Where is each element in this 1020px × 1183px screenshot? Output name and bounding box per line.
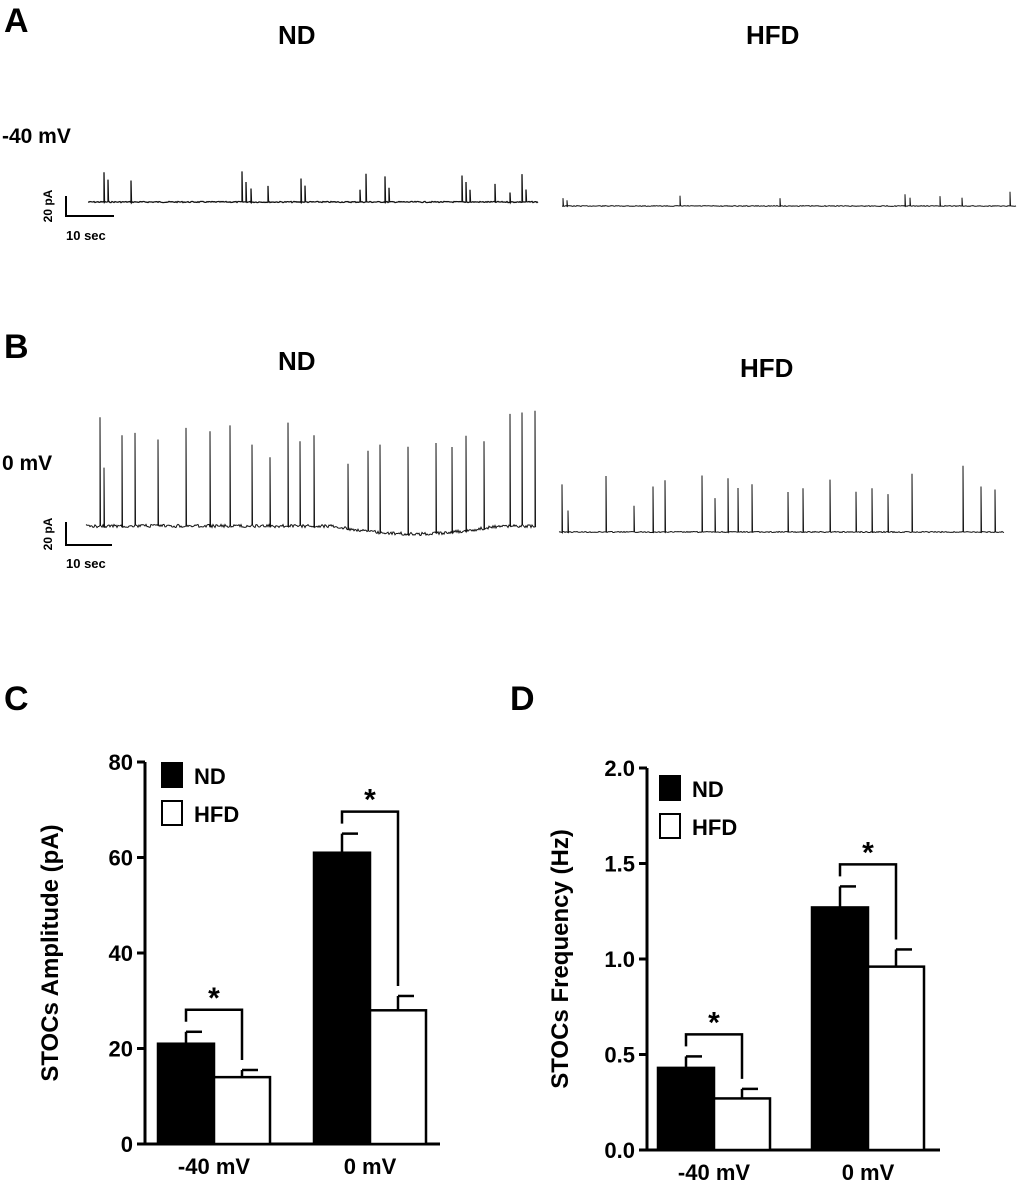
frequency-chart-significance-star: * — [862, 836, 874, 869]
amplitude-chart-bar-hfd-0 — [212, 1075, 272, 1146]
frequency-chart-y-tick-label: 1.5 — [604, 852, 635, 877]
panel-a-voltage-label: -40 mV — [2, 125, 71, 148]
amplitude-chart-y-tick-label: 0 — [121, 1132, 133, 1157]
amplitude-chart-y-tick-label: 20 — [109, 1037, 133, 1062]
amplitude-chart-legend-swatch-nd — [161, 762, 183, 788]
panel-b-nd-trace — [85, 410, 537, 537]
panel-b-hfd-title: HFD — [740, 353, 794, 383]
amplitude-chart-legend-label-nd: ND — [194, 764, 226, 789]
panel-a-hfd-trace — [561, 191, 1017, 208]
amplitude-chart-bar-nd-0 — [156, 1042, 216, 1146]
panel-b-nd-title: ND — [278, 346, 316, 376]
frequency-chart-significance-bracket — [684, 1033, 744, 1079]
amplitude-chart-significance-star: * — [208, 982, 220, 1015]
frequency-chart-y-tick-label: 2.0 — [604, 756, 635, 781]
amplitude-chart-y-tick-label: 40 — [109, 941, 133, 966]
amplitude-chart-bar-hfd-1 — [368, 1009, 428, 1146]
panel-b-hfd-trace — [558, 465, 1005, 535]
amplitude-chart-y-tick-label: 60 — [109, 846, 133, 871]
panel-a-scalebar-current: 20 pA — [41, 189, 55, 222]
frequency-chart-bar-nd-1 — [810, 906, 870, 1152]
amplitude-chart-significance-star: * — [364, 784, 376, 817]
panel-b-scalebar: 20 pA 10 sec — [41, 517, 112, 571]
panel-b-scalebar-time: 10 sec — [66, 556, 106, 571]
frequency-chart-x-tick-label: -40 mV — [678, 1160, 750, 1183]
amplitude-chart-bar-nd-1 — [312, 851, 372, 1146]
frequency-chart-y-axis-label: STOCs Frequency (Hz) — [547, 829, 574, 1089]
amplitude-bar-chart: STOCs Amplitude (pA) 0 20 40 60 80 * -40 mV * 0 m… — [37, 750, 440, 1179]
panel-a-nd-trace — [87, 171, 539, 205]
frequency-chart-significance-star: * — [708, 1006, 720, 1039]
panel-b-traces: 20 pA 10 sec — [41, 410, 1005, 571]
panel-a-scalebar: 20 pA 10 sec — [41, 189, 114, 243]
frequency-chart-significance-bracket — [838, 863, 898, 940]
amplitude-chart-y-tick-label: 80 — [109, 750, 133, 775]
frequency-chart-y-tick-label: 0.5 — [604, 1043, 635, 1068]
panel-b-scalebar-current: 20 pA — [41, 517, 55, 550]
amplitude-chart-significance-bracket — [184, 1008, 244, 1060]
amplitude-chart-significance-bracket — [340, 810, 400, 986]
panel-a-nd-title: ND — [278, 20, 316, 50]
frequency-chart-bar-nd-0 — [656, 1066, 716, 1152]
frequency-chart-y-tick-label: 1.0 — [604, 947, 635, 972]
panel-b-voltage-label: 0 mV — [2, 452, 53, 475]
amplitude-chart-legend-label-hfd: HFD — [194, 802, 239, 827]
frequency-chart-y-tick-label: 0.0 — [604, 1138, 635, 1163]
panel-c-letter: C — [4, 680, 29, 718]
panel-a-traces: 20 pA 10 sec — [41, 171, 1017, 243]
frequency-chart-x-tick-label: 0 mV — [842, 1160, 895, 1183]
frequency-chart-bar-hfd-1 — [866, 965, 926, 1152]
frequency-chart-bar-hfd-0 — [712, 1097, 772, 1152]
amplitude-chart-y-axis-label: STOCs Amplitude (pA) — [37, 824, 64, 1081]
panel-b-letter: B — [4, 328, 29, 366]
frequency-bar-chart: STOCs Frequency (Hz) 0.0 0.5 1.0 1.5 2.0 * -40 … — [547, 756, 940, 1183]
frequency-chart-legend-swatch-hfd — [659, 813, 681, 839]
panel-d-letter: D — [510, 680, 535, 718]
amplitude-chart-x-tick-label: 0 mV — [344, 1154, 397, 1179]
panel-a-letter: A — [4, 2, 29, 40]
panel-a-hfd-title: HFD — [746, 20, 800, 50]
amplitude-chart-x-tick-label: -40 mV — [178, 1154, 250, 1179]
frequency-chart-legend-label-nd: ND — [692, 777, 724, 802]
frequency-chart-legend-swatch-nd — [659, 775, 681, 801]
amplitude-chart-legend-swatch-hfd — [161, 800, 183, 826]
panel-a-scalebar-time: 10 sec — [66, 228, 106, 243]
frequency-chart-legend-label-hfd: HFD — [692, 815, 737, 840]
